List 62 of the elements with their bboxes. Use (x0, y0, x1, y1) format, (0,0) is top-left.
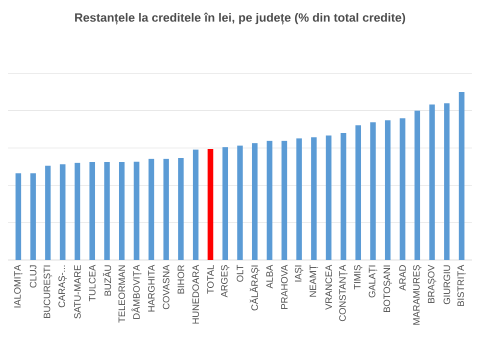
x-tick-label: VRANCEA (325, 264, 332, 310)
bar (370, 122, 376, 260)
bar (60, 164, 66, 260)
x-tick-label: OLT (236, 264, 244, 282)
x-tick-label: MARAMUREȘ (413, 265, 422, 325)
x-tick-label: SATU-MARE (74, 265, 81, 319)
x-tick-label: GALAȚI (368, 266, 378, 298)
x-tick-label: NEAMȚ (310, 264, 318, 297)
bar (208, 148, 214, 260)
bar (444, 103, 450, 260)
x-tick-label: CĂLĂRAȘI (250, 266, 260, 310)
bar (74, 162, 80, 260)
bar (326, 136, 332, 260)
bar (118, 162, 125, 260)
x-tick-label: BOTOȘANI (384, 266, 392, 312)
x-tick-label: BISTRIȚA (457, 264, 466, 306)
bar (89, 162, 96, 260)
x-tick-label: TIMIȘ (354, 265, 362, 290)
x-tick-label: TOTAL (207, 265, 214, 294)
bar (134, 162, 140, 260)
bar (458, 92, 464, 260)
x-tick-label: ARAD (399, 265, 406, 291)
x-tick-label: PRAHOVA (281, 264, 288, 309)
x-tick-label: CLUJ (30, 265, 36, 288)
bar (30, 173, 36, 260)
bar (192, 150, 198, 260)
bar (16, 173, 22, 260)
x-tick-label: ALBA (266, 264, 273, 289)
bar (148, 158, 154, 260)
x-tick-label: DÂMBOVIȚA (131, 264, 142, 319)
bar (400, 118, 406, 260)
bar (178, 158, 184, 260)
x-tick-label: TELEORMAN (118, 265, 126, 323)
x-tick-label: HARGHITA (148, 264, 155, 312)
x-tick-label: BRAȘOV (428, 264, 436, 303)
bar (163, 158, 169, 260)
x-tick-label: BIHOR (178, 265, 184, 294)
x-tick-label: HUNEDOARA (192, 264, 199, 324)
x-tick-label: IAȘI (294, 266, 304, 282)
bar (237, 146, 243, 260)
chart-title: Restanțele la creditele în lei, pe județe (% din total credite) (75, 12, 406, 24)
bar (296, 138, 302, 260)
bar (45, 166, 51, 260)
x-tick-label: CARAȘ-... (58, 266, 67, 308)
bar (311, 137, 317, 260)
bar (282, 140, 288, 260)
x-tick-label: ARGEȘ (220, 265, 230, 298)
bar (355, 125, 362, 260)
x-tick-label: BUCUREȘTI (44, 266, 52, 318)
x-tick-label: GIURGIU (444, 265, 450, 304)
bar (104, 162, 110, 260)
bar (222, 147, 228, 260)
bar (252, 143, 258, 260)
bar (414, 110, 420, 260)
bar (384, 120, 391, 260)
bar (266, 140, 272, 260)
x-tick-label: COVASNA (162, 264, 170, 310)
bar (340, 132, 346, 260)
x-tick-label: BUZĂU (102, 265, 112, 296)
x-tick-label: IALOMIȚA (14, 264, 23, 308)
x-tick-label: CONSTANȚA (339, 264, 348, 322)
x-tick-label: TULCEA (88, 264, 96, 302)
